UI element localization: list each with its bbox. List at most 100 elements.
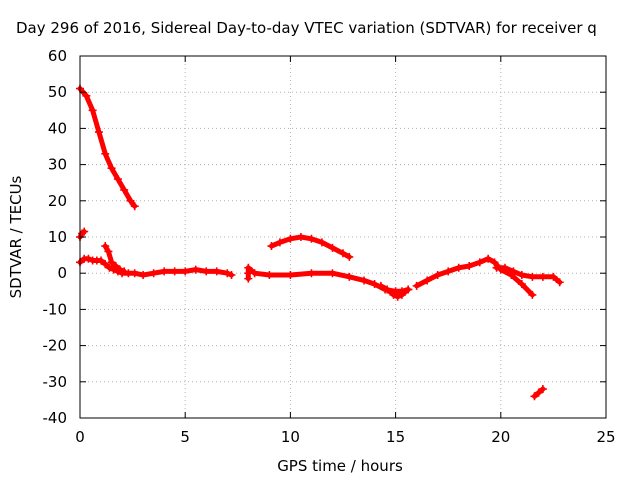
data-point xyxy=(275,238,284,247)
series-arc-10 xyxy=(530,385,547,401)
data-point xyxy=(244,263,253,272)
series-arc-7 xyxy=(376,281,413,301)
data-point xyxy=(139,271,148,280)
data-point xyxy=(170,267,179,276)
data-point xyxy=(244,274,253,283)
series-arc-8 xyxy=(412,254,537,299)
y-tick-label: 10 xyxy=(48,228,67,246)
y-tick-label: 0 xyxy=(57,264,67,282)
data-point xyxy=(528,272,537,281)
data-point xyxy=(181,267,190,276)
data-point xyxy=(517,280,526,289)
data-point xyxy=(307,269,316,278)
x-tick-label: 10 xyxy=(281,428,300,446)
data-point xyxy=(444,267,453,276)
data-point xyxy=(212,267,221,276)
y-tick-label: -20 xyxy=(43,337,68,355)
data-point xyxy=(115,265,124,274)
data-point xyxy=(111,261,120,270)
data-point xyxy=(538,385,547,394)
x-tick-label: 25 xyxy=(596,428,615,446)
data-point xyxy=(104,247,113,256)
y-tick-label: 50 xyxy=(48,83,67,101)
series-arc-9 xyxy=(492,263,564,287)
y-tick-label: 60 xyxy=(48,47,67,65)
data-point xyxy=(549,272,558,281)
data-point xyxy=(423,276,432,285)
data-point xyxy=(345,272,354,281)
data-point xyxy=(475,258,484,267)
data-point xyxy=(454,263,463,272)
data-point xyxy=(286,271,295,280)
data-point xyxy=(412,281,421,290)
data-point xyxy=(296,233,305,241)
data-point xyxy=(393,292,402,301)
x-tick-label: 5 xyxy=(180,428,190,446)
data-point xyxy=(265,271,274,280)
series-trail xyxy=(77,86,138,209)
data-point xyxy=(528,290,537,299)
data-point xyxy=(339,249,347,258)
data-point xyxy=(534,388,543,397)
x-axis-label: GPS time / hours xyxy=(277,457,403,475)
data-point xyxy=(383,285,392,294)
data-point xyxy=(149,269,158,278)
label-layer: 0 5 10 15 20 25 -40 -30 -20 -10 0 10 20 30 40 50 60 xyxy=(43,47,616,446)
data-point xyxy=(202,267,211,276)
data-point xyxy=(389,290,398,299)
data-point xyxy=(555,278,564,287)
data-point xyxy=(130,202,139,211)
x-tick-label: 15 xyxy=(386,428,405,446)
data-point xyxy=(484,254,493,263)
data-point xyxy=(101,260,110,269)
data-point xyxy=(370,280,379,289)
data-point xyxy=(501,263,510,272)
data-point xyxy=(397,290,406,299)
data-point xyxy=(223,269,232,278)
y-axis-label: SDTVAR / TECUs xyxy=(7,175,25,298)
y-tick-label: -30 xyxy=(43,373,68,391)
x-tick-label: 20 xyxy=(491,428,510,446)
data-point xyxy=(517,271,526,280)
series-arc-6 xyxy=(267,233,354,261)
data-point xyxy=(376,281,385,290)
data-point xyxy=(113,175,122,184)
data-point xyxy=(360,276,369,285)
data-point xyxy=(250,269,259,278)
data-point xyxy=(328,269,337,278)
data-point xyxy=(328,243,337,252)
data-point xyxy=(101,149,110,158)
data-point xyxy=(433,271,442,280)
data-point xyxy=(227,271,236,280)
series-arc-4 xyxy=(101,242,129,276)
data-point xyxy=(120,185,129,194)
data-point xyxy=(107,164,116,173)
data-point xyxy=(530,392,539,401)
data-point xyxy=(317,238,326,247)
data-point xyxy=(88,106,97,115)
data-point xyxy=(191,265,200,274)
data-point xyxy=(126,196,135,205)
data-layer xyxy=(76,84,564,401)
data-point xyxy=(267,242,276,251)
y-tick-label: 20 xyxy=(48,192,67,210)
data-point xyxy=(509,267,518,276)
series-arc-1 xyxy=(76,84,139,211)
data-point xyxy=(465,261,474,270)
data-point xyxy=(82,91,91,100)
y-tick-label: 30 xyxy=(48,156,67,174)
data-point xyxy=(97,256,106,265)
data-point xyxy=(307,234,316,243)
data-point xyxy=(80,227,89,236)
data-point xyxy=(84,254,93,263)
data-point xyxy=(94,128,103,137)
data-point xyxy=(286,234,295,243)
chart-title: Day 296 of 2016, Sidereal Day-to-day VTE… xyxy=(16,19,597,37)
data-point xyxy=(130,269,139,278)
data-point xyxy=(492,263,501,272)
y-tick-label: -10 xyxy=(43,300,68,318)
data-point xyxy=(107,258,116,267)
data-point xyxy=(160,267,169,276)
x-tick-label: 0 xyxy=(75,428,85,446)
